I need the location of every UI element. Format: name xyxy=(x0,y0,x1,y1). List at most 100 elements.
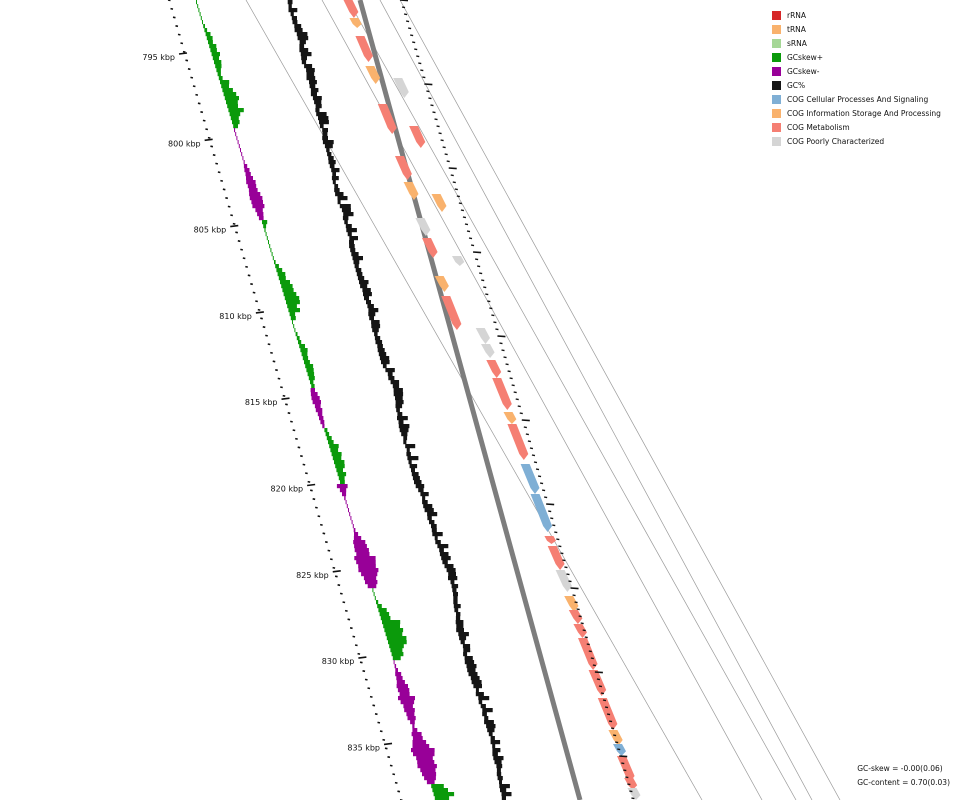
gc-skew-negative-bar xyxy=(395,668,398,673)
inner-tick xyxy=(314,506,318,509)
inner-tick xyxy=(190,76,194,79)
gc-content-bar xyxy=(467,668,476,673)
gc-content-bar xyxy=(297,36,309,41)
gc-skew-negative-bar xyxy=(412,724,415,729)
gc-content-bar xyxy=(490,736,495,741)
outer-tick xyxy=(615,741,619,744)
gc-skew-negative-bar xyxy=(257,212,264,217)
gc-skew-positive-bar xyxy=(289,312,296,317)
feature-arrow xyxy=(475,328,490,344)
gc-skew-negative-bar xyxy=(354,544,367,549)
gc-skew-positive-bar xyxy=(336,468,343,473)
inner-tick xyxy=(210,145,214,148)
inner-tick xyxy=(347,618,351,621)
gc-skew-negative-bar xyxy=(399,692,410,697)
gc-skew-negative-bar xyxy=(246,180,256,185)
gc-content-bar xyxy=(341,208,351,213)
gc-skew-negative-bar xyxy=(412,740,427,745)
gc-content-bar xyxy=(493,756,504,761)
gc-content-bar xyxy=(409,464,418,469)
inner-tick xyxy=(362,670,366,673)
gc-skew-negative-bar xyxy=(350,516,352,521)
gc-content-bar xyxy=(422,500,428,505)
gc-content-bar xyxy=(395,404,403,409)
outer-tick xyxy=(450,174,454,177)
gc-content-bar xyxy=(322,136,328,141)
gc-content-bar xyxy=(288,4,292,9)
inner-tick xyxy=(262,326,266,329)
gc-skew-negative-bar xyxy=(361,572,378,577)
gc-content-bar xyxy=(381,360,390,365)
gc-content-track xyxy=(287,0,512,800)
inner-tick xyxy=(389,764,393,767)
gc-content-bar xyxy=(464,656,473,661)
gc-content-bar xyxy=(366,300,371,305)
gc-skew-positive-bar xyxy=(296,336,300,341)
inner-tick xyxy=(324,541,328,544)
gc-content-bar xyxy=(475,688,479,693)
legend-label: tRNA xyxy=(787,24,806,34)
gc-skew-negative-bar xyxy=(237,140,239,145)
gc-skew-negative-bar xyxy=(356,552,370,557)
gc-skew-positive-bar xyxy=(329,444,339,449)
outer-tick xyxy=(525,433,529,436)
gc-skew-positive-bar xyxy=(302,356,309,361)
gc-skew-negative-bar xyxy=(243,164,248,169)
gc-content-bar xyxy=(501,792,512,797)
gc-content-bar xyxy=(362,288,371,293)
gc-content-bar xyxy=(322,132,328,137)
gc-skew-positive-bar xyxy=(310,380,314,385)
gc-content-bar xyxy=(451,584,459,589)
gc-content-bar xyxy=(374,336,381,341)
outer-tick xyxy=(574,601,578,604)
inner-tick xyxy=(377,721,381,724)
outer-tick xyxy=(558,545,562,548)
gc-skew-positive-bar xyxy=(221,84,229,89)
outer-tick xyxy=(440,139,444,142)
gc-skew-positive-bar xyxy=(198,8,200,13)
inner-tick xyxy=(322,532,326,535)
gc-content-bar xyxy=(296,32,308,37)
outer-tick xyxy=(582,629,586,632)
outer-tick xyxy=(586,643,590,646)
gc-skew-negative-bar xyxy=(413,752,435,757)
gc-skew-negative-bar xyxy=(411,732,422,737)
gc-content-bar xyxy=(344,220,348,225)
outer-tick xyxy=(407,27,412,30)
gc-content-bar xyxy=(345,224,352,229)
gc-skew-positive-bar xyxy=(224,96,239,101)
gc-content-bar xyxy=(494,760,502,765)
inner-tick xyxy=(202,119,206,122)
outer-tick xyxy=(515,398,519,401)
gc-content-bar xyxy=(395,396,403,401)
gc-skew-positive-bar xyxy=(298,340,302,345)
position-label: 800 kbp xyxy=(168,139,201,148)
gc-content-bar xyxy=(318,116,329,121)
outer-tick xyxy=(412,41,416,44)
feature-arrow xyxy=(452,256,465,266)
feature-arrow xyxy=(481,344,495,358)
major-tick xyxy=(281,397,290,400)
gc-skew-negative-bar xyxy=(426,780,435,785)
gc-skew-positive-bar xyxy=(294,328,296,333)
outer-tick xyxy=(580,622,584,625)
srna-swatch xyxy=(772,38,781,48)
inner-tick xyxy=(372,704,376,707)
gc-content-bar xyxy=(346,228,357,233)
gc-content-bar xyxy=(301,56,307,61)
gc-skew-negative-bar xyxy=(312,400,321,405)
gc-content-bar xyxy=(435,540,441,545)
gc-content-bar xyxy=(343,212,354,217)
legend-label: COG Metabolism xyxy=(787,122,850,132)
gcskew-minus-swatch xyxy=(772,66,781,76)
gc-content-bar xyxy=(411,472,419,477)
feature-arrow xyxy=(441,296,462,330)
inner-tick xyxy=(329,558,333,561)
gc-skew-positive-bar xyxy=(216,68,221,73)
gc-skew-negative-bar xyxy=(406,712,415,717)
gc-skew-positive-bar xyxy=(382,620,401,625)
gc-content-bar xyxy=(398,424,410,429)
gc-skew-positive-bar xyxy=(295,332,298,337)
gc-content-bar xyxy=(448,576,458,581)
